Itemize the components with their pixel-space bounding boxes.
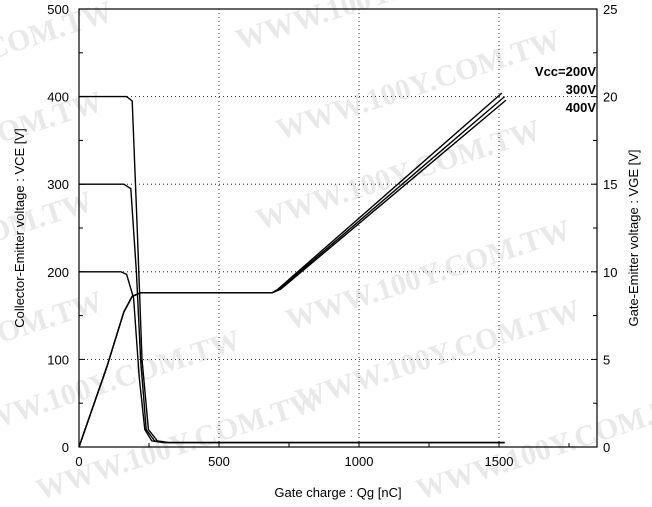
y-left-tick-label: 500 (47, 2, 69, 17)
series-curves (78, 92, 507, 448)
y-right-tick-label: 5 (603, 352, 610, 367)
x-tick-label: 500 (208, 454, 230, 469)
y-axis-left-label: Collector-Emitter voltage : VCE [V] (12, 128, 27, 327)
y-left-tick-label: 200 (47, 265, 69, 280)
y-right-tick-label: 25 (603, 2, 617, 17)
x-tick-label: 1500 (485, 454, 514, 469)
x-axis-label: Gate charge : Qg [nC] (274, 485, 401, 500)
y-axis-right-label: Gate-Emitter voltage : VGE [V] (626, 149, 641, 326)
y-right-tick-label: 15 (603, 177, 617, 192)
legend-entry: Vcc=200V (535, 64, 596, 79)
y-left-tick-label: 300 (47, 177, 69, 192)
y-right-tick-label: 20 (603, 90, 617, 105)
x-tick-label: 0 (75, 454, 82, 469)
y-left-tick-label: 400 (47, 90, 69, 105)
axis-ticks: 0 500 1000 1500 0 100 200 300 400 500 0 5 10 15 20 25 (47, 2, 617, 469)
x-tick-label: 1000 (345, 454, 374, 469)
legend-entry: 400V (566, 100, 597, 115)
y-right-tick-label: 10 (603, 265, 617, 280)
y-right-tick-label: 0 (603, 440, 610, 455)
legend-entry: 300V (566, 82, 597, 97)
vce-curve-2 (79, 95, 505, 444)
y-left-tick-label: 0 (62, 440, 69, 455)
y-left-tick-label: 100 (47, 352, 69, 367)
vge-curve-2 (78, 99, 507, 448)
watermark-text: WWW.100Y.COM.TW (412, 383, 652, 506)
legend: Vcc=200V 300V 400V (535, 64, 596, 115)
